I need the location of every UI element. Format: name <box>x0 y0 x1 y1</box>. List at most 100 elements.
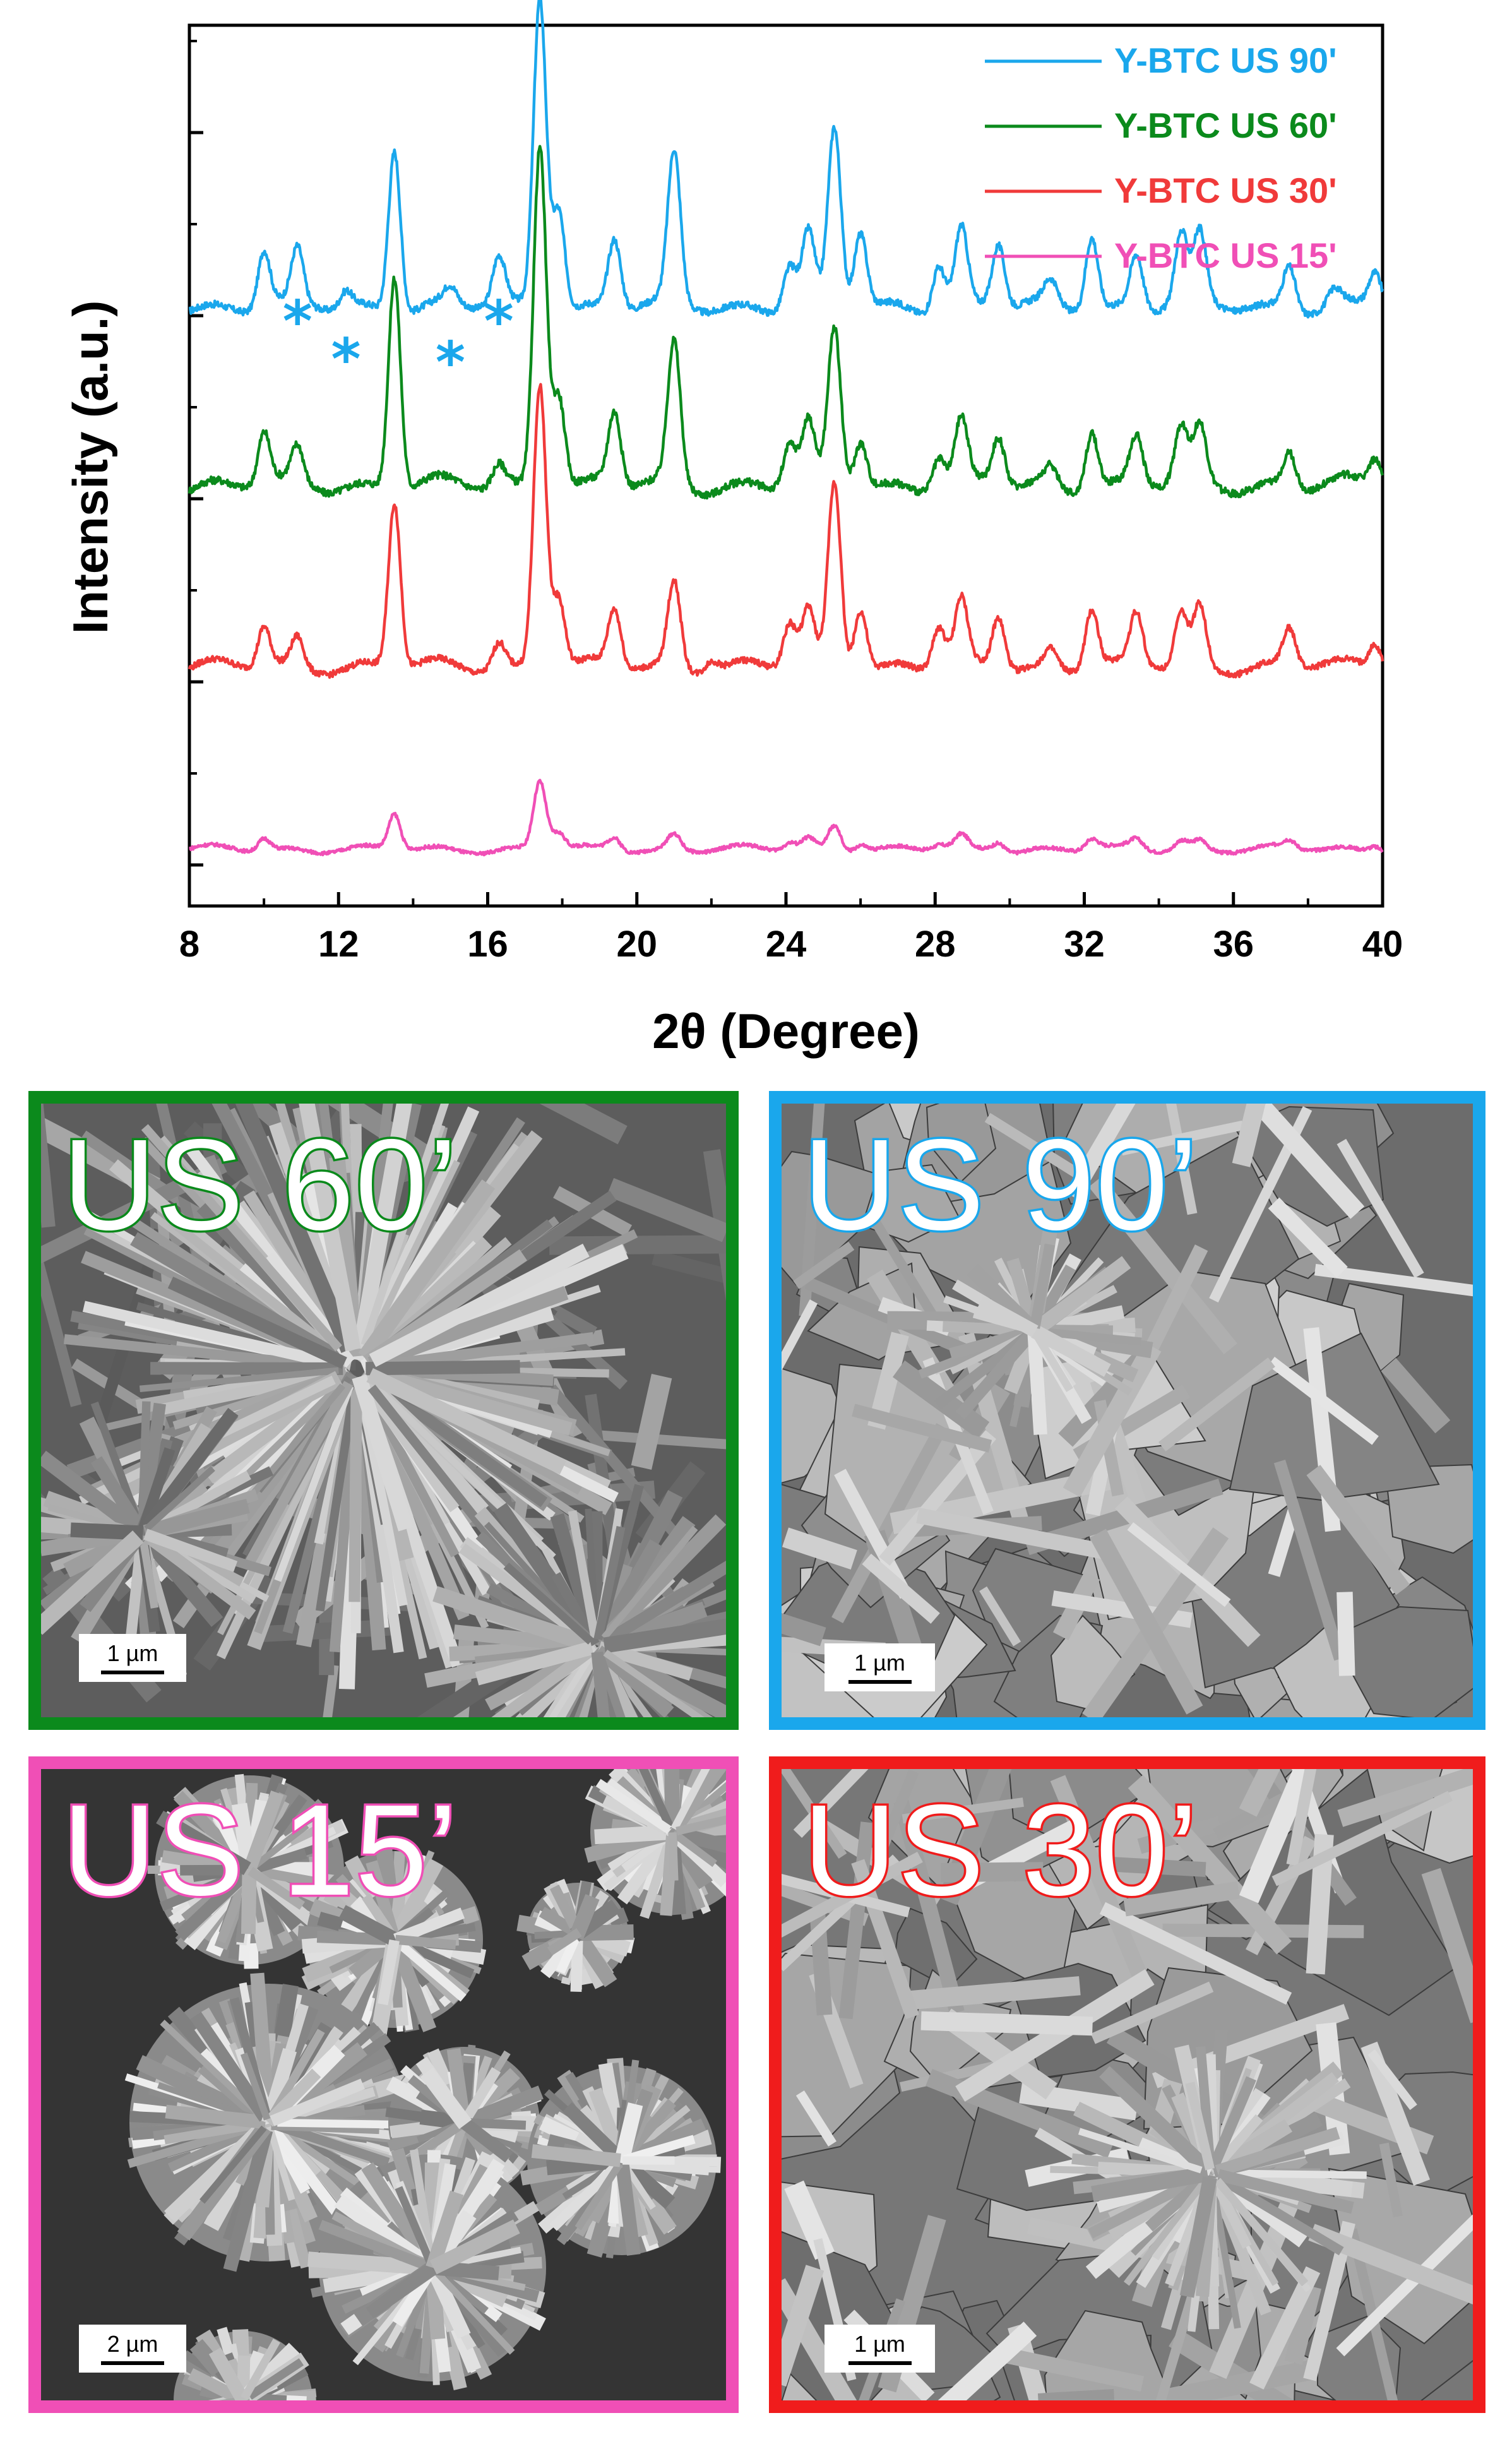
crystal-rod <box>247 1866 305 1910</box>
crystal-rod <box>208 2347 250 2400</box>
crystal-rod <box>631 1374 672 1470</box>
crystal-rod <box>352 1104 412 1350</box>
crystal-rod <box>955 1969 1155 2102</box>
crystal-rod <box>916 1507 1115 1561</box>
crystal-rod <box>138 1401 151 1525</box>
crystal-rod <box>240 2053 271 2121</box>
crystal-rod <box>358 1179 496 1362</box>
crystal-rod <box>595 1779 672 1834</box>
series-line <box>188 383 1384 679</box>
crystal-rod <box>574 2162 623 2231</box>
crystal-rod <box>782 2265 824 2387</box>
crystal-rod <box>242 2358 304 2400</box>
crystal-rod <box>782 1299 818 1371</box>
crystal-rod <box>420 2067 472 2130</box>
crystal-rod <box>1179 2176 1217 2298</box>
crystal-rod <box>250 1823 309 1871</box>
crystal-rod <box>1145 2170 1213 2232</box>
crystal-rod <box>268 2124 350 2228</box>
crystal-rod <box>994 2345 1145 2392</box>
crystal-rod <box>143 1528 238 1572</box>
crystal-rod <box>307 2251 429 2275</box>
crystal-rod <box>617 1830 676 1905</box>
crystal-rod <box>1222 2169 1367 2179</box>
crystal-rod <box>426 2264 471 2339</box>
crystal-rod <box>669 1825 726 1854</box>
scale-bar-label: 1 µm <box>854 1650 905 1676</box>
crystal-rod <box>1107 2359 1317 2400</box>
asterisk-marker: * <box>484 289 514 355</box>
crystal-rod <box>316 1931 394 1946</box>
crystal-rod <box>599 1643 726 1717</box>
crystal-rod <box>1217 2174 1344 2256</box>
x-tick-label: 28 <box>915 924 956 965</box>
scale-bar: 1 µm <box>824 2325 935 2373</box>
crystal-rod <box>1123 2179 1208 2286</box>
crystal-rod <box>82 1301 337 1370</box>
sem-panel-us-30: US 30’ 1 µm <box>769 1756 1485 2413</box>
crystal-rod <box>144 1532 256 1620</box>
sem-image-rosette <box>41 1104 726 1717</box>
crystal-rod <box>614 2102 643 2165</box>
crystal-rod <box>362 1160 460 1353</box>
crystal-rod <box>549 2159 622 2231</box>
crystal-rod <box>156 1366 344 1416</box>
crystal-rod <box>231 1802 258 1873</box>
crystal-rod <box>243 1791 284 1872</box>
crystal-rod <box>615 2161 641 2256</box>
x-tick-label: 16 <box>467 924 508 965</box>
crystal-rod <box>141 1124 342 1352</box>
crystal-rod <box>570 1933 583 1993</box>
crystal-rod <box>1158 1357 1275 1451</box>
crystal-rod <box>472 1481 656 1514</box>
sem-image-spheres <box>41 1769 726 2400</box>
crystal-rod <box>1088 2171 1207 2239</box>
crystal-rod <box>1078 2128 1203 2174</box>
scale-bar-label: 1 µm <box>107 1640 158 1666</box>
crystal-rod <box>867 1332 909 1430</box>
crystal-rod <box>1032 1331 1074 1392</box>
crystal-rod <box>549 1649 597 1717</box>
scale-bar-label: 2 µm <box>107 2331 158 2357</box>
crystal-rod <box>594 1825 674 1845</box>
crystal-rod <box>188 2368 247 2400</box>
crystal-rod <box>190 2011 271 2122</box>
crystal-rod <box>139 1367 339 1392</box>
flake <box>1207 1769 1458 2017</box>
crystal-rod <box>531 2144 621 2167</box>
crystal-rod <box>323 1664 339 1717</box>
crystal-rod <box>793 1769 869 1838</box>
crystal-rod <box>1268 1197 1348 1278</box>
crystal-rod <box>125 1537 147 1641</box>
crystal-rod <box>299 1104 361 1352</box>
panel-label: US 60’ <box>60 1112 459 1257</box>
crystal-rod <box>597 1641 693 1681</box>
crystal-rod <box>378 1939 400 2006</box>
crystal-rod <box>782 1527 857 1570</box>
crystal-rod <box>1121 1120 1244 1156</box>
crystal-rod <box>274 1385 354 1582</box>
crystal-rod <box>1255 1104 1365 1219</box>
crystal-rod <box>784 2180 835 2260</box>
crystal-rod <box>251 1866 326 1889</box>
crystal-rod <box>603 1649 705 1717</box>
crystal-rod <box>366 2263 436 2319</box>
crystal-rod <box>369 1366 573 1436</box>
sem-panel-us-15: US 15’ 2 µm <box>28 1756 739 2413</box>
legend-label: Y-BTC US 30' <box>1114 170 1337 210</box>
xrd-traces <box>188 0 1384 857</box>
crystal-rod <box>266 2125 295 2202</box>
panel-label: US 90’ <box>801 1112 1199 1257</box>
crystal-rod <box>549 1235 726 1255</box>
crystal-rod <box>1336 1138 1424 1278</box>
crystal-rod <box>393 1907 465 1945</box>
crystal-rod <box>942 1321 1032 1337</box>
crystal-rod <box>1127 1522 1231 1607</box>
crystal-rod <box>1284 2284 1322 2365</box>
crystal-rod <box>1064 1104 1136 1201</box>
crystal-rod <box>175 1867 252 1941</box>
x-tick-label: 20 <box>616 924 657 965</box>
crystal-rod <box>831 1422 948 1624</box>
crystal-rod <box>41 1251 82 1407</box>
crystal-rod <box>598 1514 726 1645</box>
